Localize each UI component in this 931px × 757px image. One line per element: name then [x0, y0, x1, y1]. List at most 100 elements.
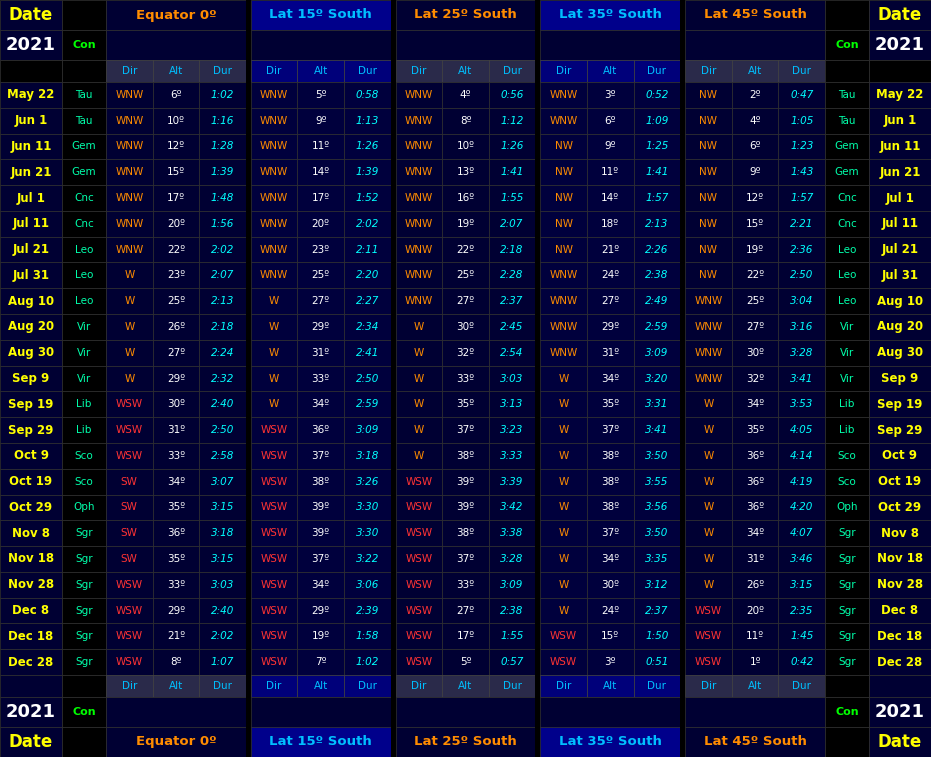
- Bar: [344, 185, 391, 211]
- Bar: [250, 133, 297, 159]
- Bar: [250, 520, 297, 546]
- Text: Con: Con: [835, 707, 858, 717]
- Text: W: W: [124, 296, 134, 306]
- Bar: [540, 82, 587, 107]
- Bar: [396, 237, 442, 263]
- Text: 0:58: 0:58: [356, 90, 379, 100]
- Bar: [199, 340, 246, 366]
- Text: 3:12: 3:12: [645, 580, 668, 590]
- Text: 39º: 39º: [312, 503, 330, 512]
- Text: 15º: 15º: [601, 631, 619, 641]
- Bar: [106, 443, 153, 469]
- Text: W: W: [269, 399, 279, 410]
- Text: 1:26: 1:26: [356, 142, 379, 151]
- Bar: [825, 340, 869, 366]
- Bar: [825, 443, 869, 469]
- Text: 2:41: 2:41: [356, 347, 379, 358]
- Text: 30º: 30º: [167, 399, 185, 410]
- Text: WSW: WSW: [695, 606, 722, 615]
- Text: W: W: [269, 373, 279, 384]
- Bar: [153, 494, 199, 520]
- Text: Dir: Dir: [701, 66, 716, 76]
- Bar: [297, 82, 344, 107]
- Text: 15º: 15º: [746, 219, 764, 229]
- Text: WNW: WNW: [260, 193, 289, 203]
- Bar: [869, 650, 931, 675]
- Text: 25º: 25º: [167, 296, 185, 306]
- Bar: [685, 314, 732, 340]
- Text: WNW: WNW: [260, 245, 289, 254]
- Bar: [199, 546, 246, 572]
- Text: 39º: 39º: [456, 477, 475, 487]
- Text: WSW: WSW: [115, 580, 142, 590]
- Bar: [199, 82, 246, 107]
- Text: 3:28: 3:28: [790, 347, 814, 358]
- Bar: [199, 366, 246, 391]
- Text: Lat 25º South: Lat 25º South: [414, 8, 517, 21]
- Bar: [250, 340, 297, 366]
- Bar: [396, 82, 442, 107]
- Bar: [153, 366, 199, 391]
- Bar: [344, 469, 391, 494]
- Text: 3:18: 3:18: [356, 451, 379, 461]
- Text: 2:11: 2:11: [356, 245, 379, 254]
- Text: Sep 19: Sep 19: [877, 397, 923, 411]
- Bar: [732, 546, 778, 572]
- Text: 1:56: 1:56: [210, 219, 235, 229]
- Bar: [0, 314, 62, 340]
- Text: Tau: Tau: [838, 116, 856, 126]
- Text: W: W: [269, 296, 279, 306]
- Bar: [778, 520, 825, 546]
- Bar: [732, 288, 778, 314]
- Text: W: W: [559, 554, 569, 564]
- Text: 3:06: 3:06: [356, 580, 379, 590]
- Bar: [825, 159, 869, 185]
- Bar: [540, 60, 587, 82]
- Bar: [297, 650, 344, 675]
- Bar: [153, 598, 199, 624]
- Bar: [825, 30, 869, 60]
- Text: 2:13: 2:13: [210, 296, 235, 306]
- Text: WSW: WSW: [695, 657, 722, 667]
- Text: Vir: Vir: [840, 373, 854, 384]
- Text: W: W: [413, 425, 424, 435]
- Bar: [489, 366, 535, 391]
- Text: 2:27: 2:27: [356, 296, 379, 306]
- Text: Alt: Alt: [314, 66, 328, 76]
- Bar: [685, 546, 732, 572]
- Text: WNW: WNW: [549, 90, 578, 100]
- Text: WSW: WSW: [261, 477, 288, 487]
- Text: 2:54: 2:54: [501, 347, 524, 358]
- Text: 1:43: 1:43: [790, 167, 814, 177]
- Bar: [732, 469, 778, 494]
- Bar: [62, 697, 106, 727]
- Text: 8º: 8º: [170, 657, 182, 667]
- Text: 0:52: 0:52: [645, 90, 668, 100]
- Bar: [825, 650, 869, 675]
- Bar: [199, 314, 246, 340]
- Bar: [685, 288, 732, 314]
- Bar: [442, 391, 489, 417]
- Bar: [344, 650, 391, 675]
- Text: Jun 21: Jun 21: [879, 166, 921, 179]
- Text: 38º: 38º: [312, 477, 330, 487]
- Bar: [825, 598, 869, 624]
- Text: W: W: [559, 503, 569, 512]
- Bar: [825, 546, 869, 572]
- Text: 3:50: 3:50: [645, 451, 668, 461]
- Text: NW: NW: [699, 193, 718, 203]
- Text: 3:46: 3:46: [790, 554, 814, 564]
- Bar: [396, 133, 442, 159]
- Bar: [685, 107, 732, 133]
- Bar: [778, 598, 825, 624]
- Text: Lib: Lib: [840, 399, 855, 410]
- Text: 3:09: 3:09: [356, 425, 379, 435]
- Bar: [825, 624, 869, 650]
- Bar: [540, 727, 681, 757]
- Text: 2:21: 2:21: [790, 219, 814, 229]
- Text: 3:38: 3:38: [501, 528, 524, 538]
- Bar: [297, 624, 344, 650]
- Bar: [396, 366, 442, 391]
- Bar: [250, 0, 391, 30]
- Text: 10º: 10º: [167, 116, 185, 126]
